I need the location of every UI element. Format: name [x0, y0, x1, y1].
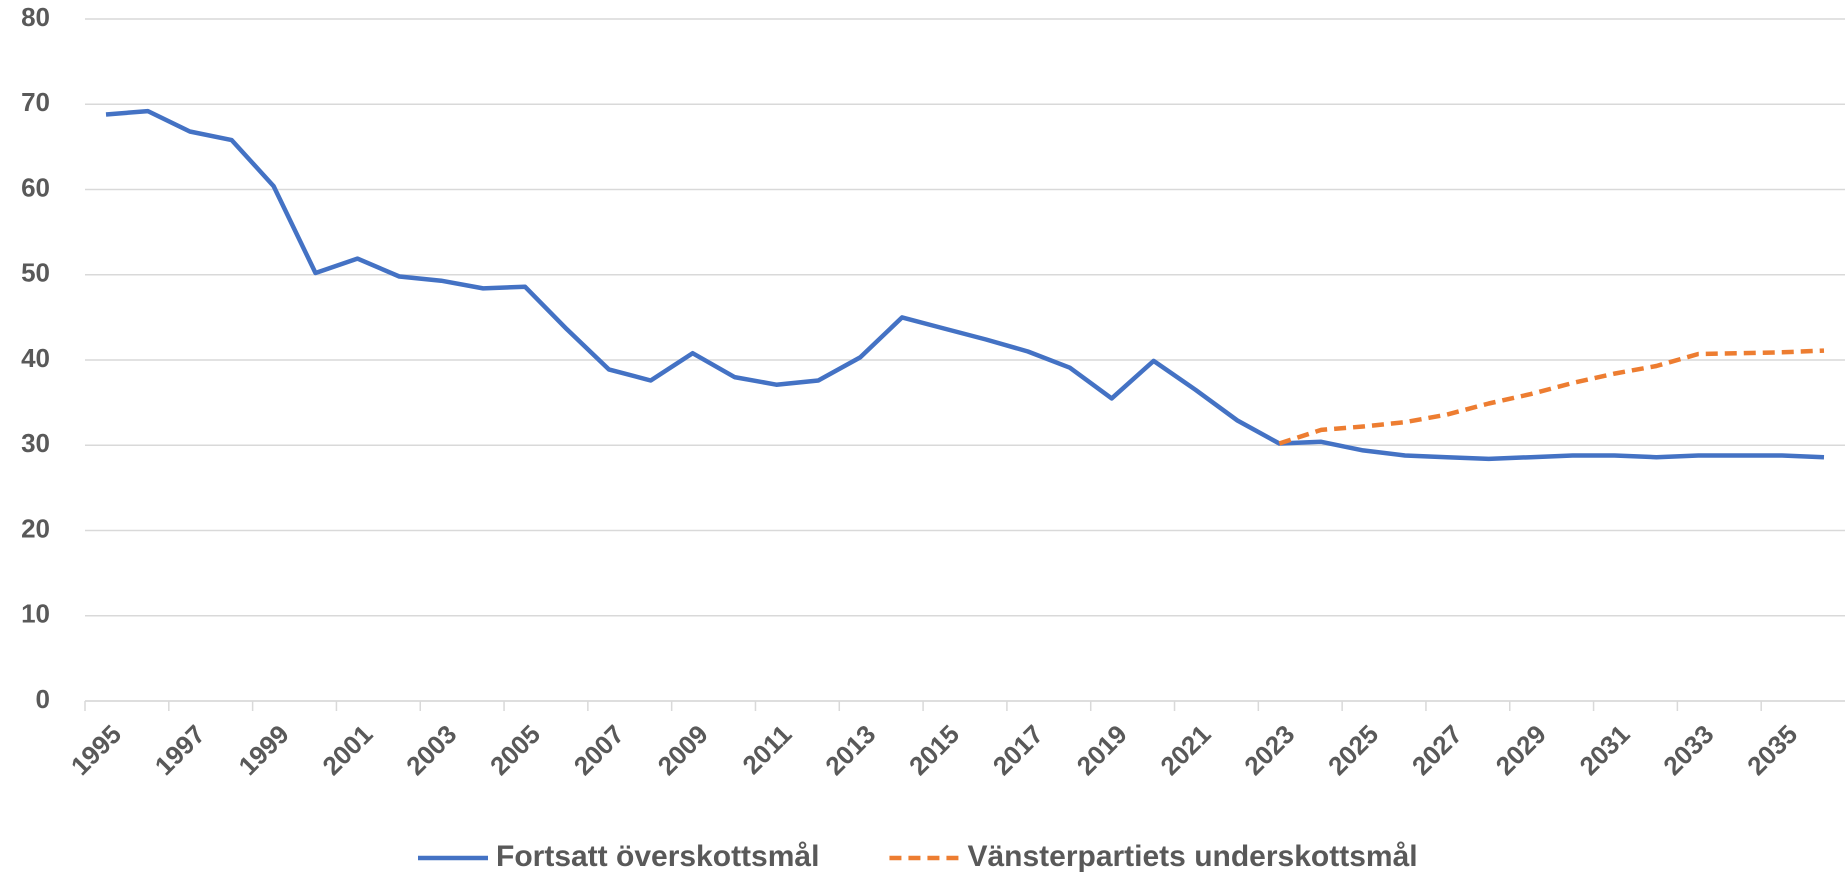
x-tick-label: 1999 — [233, 719, 295, 781]
x-tick-label: 2007 — [568, 719, 630, 781]
x-tick-label: 2027 — [1406, 719, 1468, 781]
x-tick-label: 2005 — [484, 719, 546, 781]
x-tick-label: 1997 — [149, 719, 211, 781]
y-tick-label: 40 — [21, 343, 50, 373]
x-tick-label: 2033 — [1657, 719, 1719, 781]
y-tick-label: 0 — [36, 684, 50, 714]
y-tick-label: 70 — [21, 87, 50, 117]
legend-label: Fortsatt överskottsmål — [496, 840, 819, 873]
y-tick-label: 60 — [21, 172, 50, 202]
y-tick-label: 80 — [21, 2, 50, 32]
y-tick-label: 50 — [21, 258, 50, 288]
x-tick-label: 2013 — [819, 719, 881, 781]
x-tick-label: 2019 — [1071, 719, 1133, 781]
line-series — [1278, 348, 1825, 446]
x-tick-label: 2001 — [316, 719, 378, 781]
x-tick-label: 2015 — [903, 719, 965, 781]
x-tick-label: 2029 — [1490, 719, 1552, 781]
x-tick-label: 2035 — [1741, 719, 1803, 781]
x-tick-label: 2003 — [400, 719, 462, 781]
y-tick-label: 10 — [21, 599, 50, 629]
x-tick-label: 2009 — [652, 719, 714, 781]
legend-label: Vänsterpartiets underskottsmål — [967, 840, 1417, 873]
x-tick-label: 2017 — [987, 719, 1049, 781]
x-tick-label: 1995 — [65, 719, 127, 781]
x-tick-label: 2031 — [1574, 719, 1636, 781]
x-tick-label: 2011 — [736, 719, 797, 780]
y-tick-label: 20 — [21, 513, 50, 543]
x-tick-label: 2021 — [1154, 719, 1216, 781]
line-series — [105, 108, 1825, 462]
x-tick-label: 2025 — [1322, 719, 1384, 781]
y-tick-label: 30 — [21, 428, 50, 458]
x-tick-label: 2023 — [1238, 719, 1300, 781]
